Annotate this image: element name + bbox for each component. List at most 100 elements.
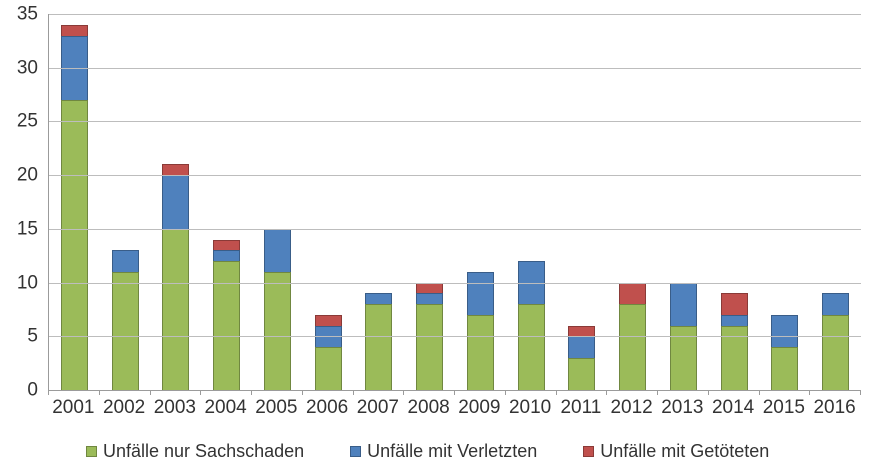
bar-stack	[517, 261, 545, 390]
y-axis-tick-label: 30	[16, 57, 38, 79]
y-axis-tick-label: 20	[16, 164, 38, 186]
x-axis-tick-label: 2011	[560, 397, 602, 418]
bar-segment	[213, 261, 241, 390]
bar-stack	[771, 314, 799, 390]
x-axis-tick-label: 2010	[508, 397, 552, 418]
y-axis-line	[48, 390, 49, 395]
x-axis-tick	[352, 390, 354, 395]
bar-segment	[568, 336, 596, 358]
bar-stack	[669, 282, 697, 390]
gridline	[49, 228, 861, 230]
y-axis-tick-label: 10	[16, 272, 38, 294]
bar-segment	[60, 24, 88, 36]
bar-column	[252, 14, 303, 390]
bar-segment	[60, 99, 88, 390]
x-axis-tick-label: 2007	[356, 397, 400, 418]
x-axis-tick	[504, 390, 506, 395]
x-axis-tick	[860, 390, 861, 395]
bar-segment	[365, 293, 393, 305]
x-axis-tick-label: 2006	[305, 397, 349, 418]
bar-stack	[314, 314, 342, 390]
x-axis-tick	[149, 390, 151, 395]
legend-swatch-icon	[583, 446, 595, 457]
bar-stack	[466, 271, 494, 390]
x-axis-tick-label: 2015	[762, 397, 806, 418]
bar-segment	[314, 314, 342, 326]
gridline	[49, 14, 861, 15]
bar-segment	[162, 164, 190, 176]
bar-column	[404, 14, 455, 390]
x-axis-tick-label: 2003	[153, 397, 197, 418]
bar-segment	[416, 282, 444, 294]
bar-column	[760, 14, 811, 390]
x-axis-tick-label: 2016	[813, 397, 856, 418]
bar-stack	[111, 250, 139, 390]
bar-stack	[213, 239, 241, 390]
bar-segment	[365, 304, 393, 390]
bar-segment	[822, 314, 850, 390]
y-axis-tick-label: 25	[16, 110, 38, 132]
x-axis-tick-label: 2009	[458, 397, 501, 418]
x-axis-tick	[454, 390, 455, 395]
bar-segment	[568, 325, 596, 337]
x-axis-tick	[809, 390, 811, 395]
bar-stack	[365, 293, 393, 390]
bar-stack	[619, 282, 647, 390]
bar-column	[49, 14, 100, 390]
bar-column	[303, 14, 354, 390]
bar-segment	[111, 250, 139, 272]
bar-column	[455, 14, 506, 390]
bar-segment	[669, 282, 697, 326]
bar-segment	[771, 314, 799, 348]
bar-stack	[60, 24, 88, 390]
y-axis-tick-label: 35	[16, 3, 38, 25]
x-axis-tick	[301, 390, 303, 395]
bar-segment	[314, 325, 342, 348]
bar-segment	[619, 304, 647, 390]
bars-row	[49, 14, 861, 390]
plot-area	[48, 14, 861, 395]
gridline	[49, 282, 861, 284]
x-axis-tick	[200, 390, 202, 395]
bar-segment	[720, 293, 748, 315]
x-axis-tick	[403, 390, 405, 395]
x-axis-tick-label: 2005	[255, 397, 298, 418]
legend-label: Unfälle mit Verletzten	[367, 441, 538, 461]
legend-swatch-icon	[350, 446, 362, 457]
bar-segment	[416, 293, 444, 305]
bar-segment	[263, 271, 291, 390]
bar-segment	[720, 314, 748, 326]
legend-item: Unfälle nur Sachschaden	[86, 441, 304, 462]
bar-segment	[568, 357, 596, 390]
bar-stack	[263, 228, 291, 390]
bar-segment	[822, 293, 850, 315]
bar-column	[506, 14, 557, 390]
x-axis-tick-label: 2001	[52, 397, 95, 418]
x-axis-tick	[606, 390, 608, 395]
bar-segment	[263, 228, 291, 272]
x-axis-tick	[758, 390, 760, 395]
x-axis-tick-label: 2004	[204, 397, 247, 418]
x-axis-tick-label: 2008	[407, 397, 450, 418]
bar-stack	[822, 293, 850, 390]
bar-segment	[669, 325, 697, 390]
gridline	[49, 175, 861, 177]
bar-segment	[213, 250, 241, 262]
gridline	[49, 121, 861, 123]
y-axis-tick-label: 0	[27, 379, 38, 401]
bar-segment	[416, 304, 444, 390]
bar-segment	[111, 271, 139, 390]
bar-column	[557, 14, 608, 390]
x-axis-labels: 2001 2002 2003 2004 2005 2006 2007 2008 2009 2010…	[48, 397, 860, 419]
bar-column	[354, 14, 405, 390]
x-axis-tick-label: 2002	[102, 397, 146, 418]
bar-column	[810, 14, 861, 390]
x-axis-tick-label: 2012	[610, 397, 653, 418]
bar-segment	[466, 314, 494, 390]
legend-label: Unfälle mit Getöteten	[600, 441, 770, 461]
bar-stack	[416, 282, 444, 390]
bar-column	[151, 14, 202, 390]
x-axis-tick	[98, 390, 100, 395]
y-axis-labels: 0 5 10 15 20 25 30 35	[0, 5, 40, 400]
